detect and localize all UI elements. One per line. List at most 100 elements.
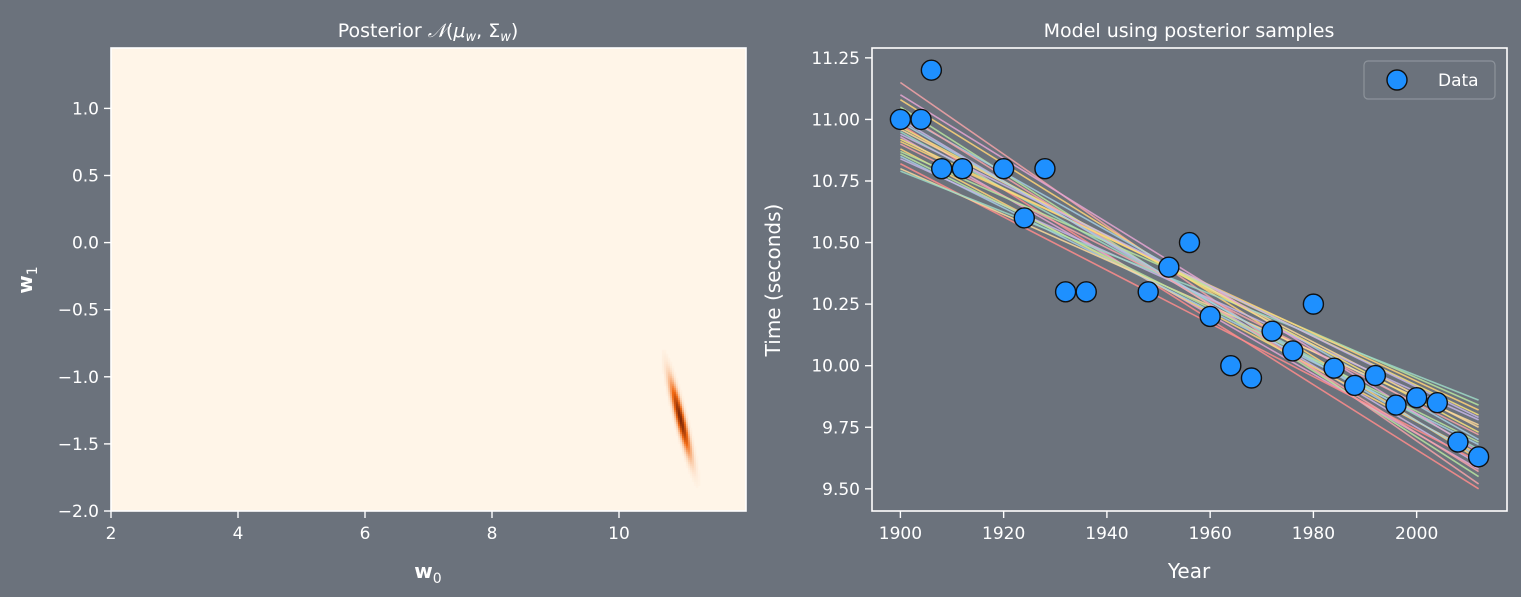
density-cell — [677, 401, 681, 405]
density-cell — [661, 359, 665, 363]
density-cell — [689, 469, 693, 473]
density-cell — [687, 445, 691, 449]
density-cell — [685, 441, 689, 445]
density-cell — [667, 357, 671, 361]
density-cell — [693, 449, 697, 453]
density-cell — [677, 415, 681, 419]
density-cell — [685, 433, 689, 437]
density-cell — [681, 401, 685, 405]
density-cell — [675, 407, 679, 411]
density-cell — [665, 383, 669, 387]
data-point — [910, 108, 932, 131]
data-point — [1158, 256, 1180, 278]
density-cell — [675, 405, 679, 409]
density-cell — [673, 397, 677, 401]
density-cell — [685, 459, 689, 463]
density-cell — [663, 379, 667, 383]
density-cell — [669, 371, 673, 375]
density-cell — [681, 453, 685, 457]
density-cell — [665, 371, 669, 375]
density-cell — [681, 439, 685, 443]
data-point — [1344, 374, 1366, 397]
density-cell — [675, 415, 679, 419]
density-cell — [665, 393, 669, 397]
density-cell — [667, 377, 671, 381]
density-cell — [665, 367, 669, 371]
density-cell — [669, 361, 673, 365]
density-cell — [665, 369, 669, 373]
density-cell — [683, 425, 687, 429]
density-cell — [691, 445, 695, 449]
density-cell — [689, 453, 693, 457]
density-cell — [695, 463, 699, 467]
density-cell — [669, 411, 673, 415]
density-cell — [675, 399, 679, 403]
density-cell — [667, 379, 671, 383]
data-point — [920, 59, 943, 81]
density-cell — [679, 399, 683, 403]
density-cell — [687, 429, 691, 433]
density-cell — [671, 395, 675, 399]
density-cell — [681, 403, 685, 407]
y-tick-label: 1.0 — [72, 99, 99, 119]
x-tick-label: 4 — [233, 524, 244, 544]
density-cell — [665, 355, 669, 359]
density-cell — [663, 363, 667, 367]
density-cell — [683, 441, 687, 445]
density-cell — [669, 397, 673, 401]
density-cell — [681, 429, 685, 433]
density-cell — [677, 409, 681, 413]
model-y-axis-label: Time (seconds) — [761, 204, 785, 358]
data-point — [1261, 320, 1283, 342]
density-cell — [689, 459, 693, 463]
density-cell — [681, 411, 685, 415]
density-cell — [687, 435, 691, 439]
density-cell — [697, 475, 701, 479]
sample-line — [899, 135, 1480, 470]
density-cell — [671, 381, 675, 385]
density-cell — [671, 403, 675, 407]
density-cell — [677, 405, 681, 409]
density-cell — [695, 485, 699, 489]
density-cell — [681, 433, 685, 437]
density-cell — [691, 437, 695, 441]
density-cell — [667, 393, 671, 397]
density-cell — [675, 397, 679, 401]
density-cell — [679, 389, 683, 393]
density-cell — [687, 427, 691, 431]
density-cell — [671, 407, 675, 411]
density-cell — [673, 383, 677, 387]
density-cell — [671, 409, 675, 413]
density-cell — [679, 443, 683, 447]
density-cell — [691, 463, 695, 467]
sample-line — [899, 111, 1480, 473]
density-cell — [663, 367, 667, 371]
density-cell — [691, 469, 695, 473]
density-cell — [677, 427, 681, 431]
density-cell — [673, 391, 677, 395]
density-cell — [693, 459, 697, 463]
density-cell — [685, 431, 689, 435]
posterior-heatmap-title: Posterior 𝒩(μw, Σw) — [338, 20, 519, 45]
density-cell — [671, 415, 675, 419]
density-cell — [687, 441, 691, 445]
density-cell — [673, 403, 677, 407]
density-cell — [671, 385, 675, 389]
density-cell — [685, 425, 689, 429]
y-tick-label: 10.25 — [811, 295, 860, 315]
posterior-density-blob — [661, 349, 701, 489]
density-cell — [679, 411, 683, 415]
density-cell — [671, 365, 675, 369]
density-cell — [675, 377, 679, 381]
density-cell — [665, 359, 669, 363]
model-samples-title: Model using posterior samples — [1044, 20, 1335, 42]
data-point — [1405, 387, 1428, 409]
density-cell — [693, 451, 697, 455]
density-cell — [675, 433, 679, 437]
density-cell — [677, 395, 681, 399]
density-cell — [685, 455, 689, 459]
density-cell — [693, 475, 697, 479]
density-cell — [685, 415, 689, 419]
density-cell — [673, 413, 677, 417]
density-cell — [681, 449, 685, 453]
